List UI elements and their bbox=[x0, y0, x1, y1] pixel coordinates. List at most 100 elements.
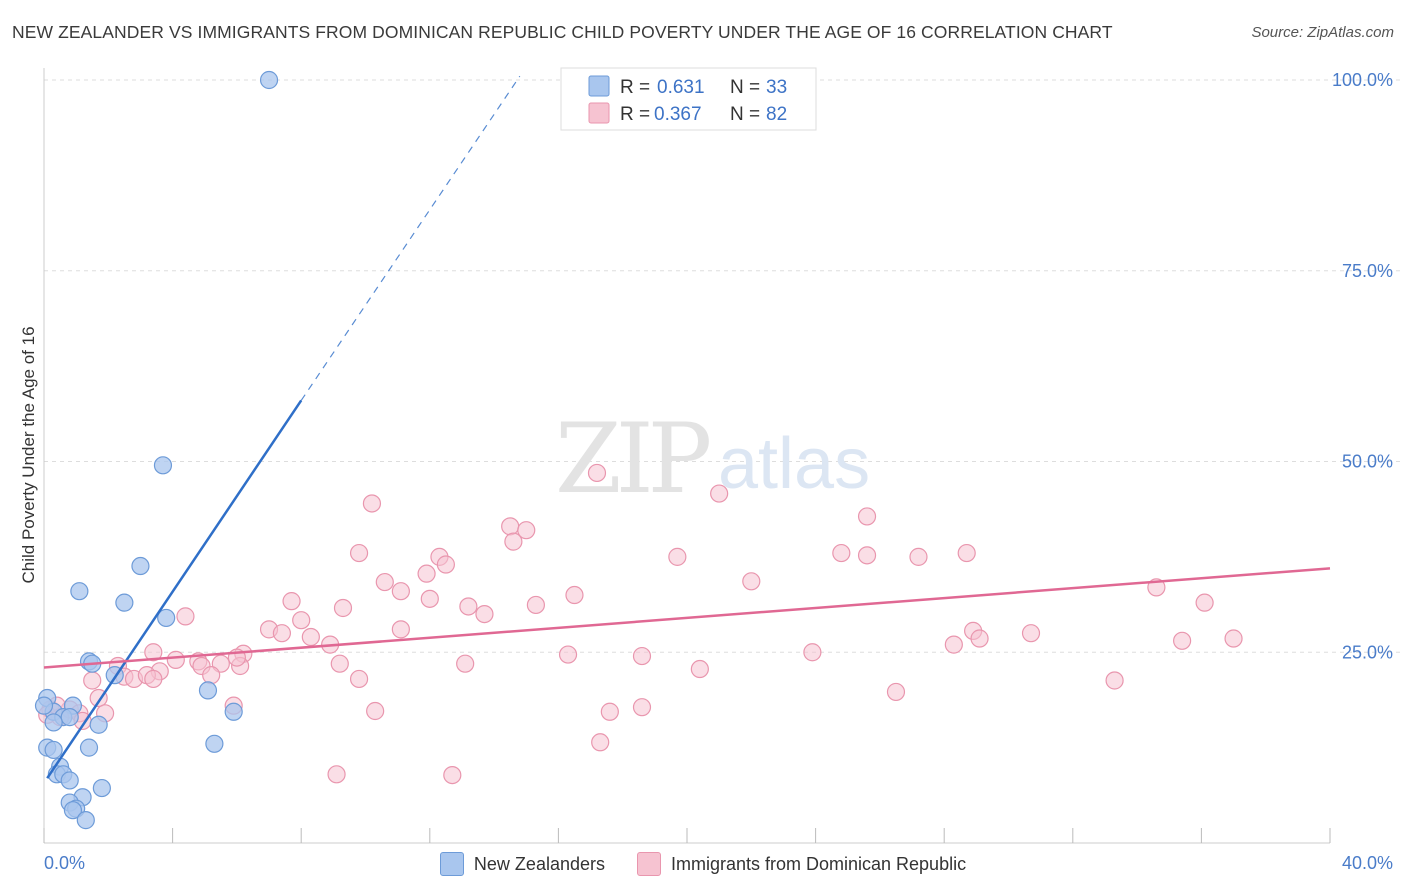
point-dominican-republic-74 bbox=[600, 702, 619, 721]
point-dominican-republic-56 bbox=[83, 671, 102, 690]
point-dominican-republic-3 bbox=[857, 507, 877, 526]
y-axis-label: Child Poverty Under the Age of 16 bbox=[19, 326, 38, 583]
watermark-zip: ZIP bbox=[555, 403, 710, 515]
point-dominican-republic-63 bbox=[349, 669, 369, 689]
point-dominican-republic-2 bbox=[362, 494, 382, 513]
point-dominican-republic-41 bbox=[144, 643, 163, 662]
point-dominican-republic-4 bbox=[501, 517, 520, 536]
watermark: ZIP atlas bbox=[555, 403, 870, 515]
point-dominican-republic-26 bbox=[176, 607, 195, 626]
point-new-zealanders-30 bbox=[63, 801, 83, 820]
x-tick-label-max: 40.0% bbox=[1342, 853, 1393, 873]
point-dominican-republic-52 bbox=[202, 666, 221, 685]
point-new-zealanders-2 bbox=[131, 556, 150, 576]
point-new-zealanders-20 bbox=[79, 738, 99, 757]
point-dominican-republic-11 bbox=[857, 546, 877, 565]
point-new-zealanders-1 bbox=[153, 456, 173, 475]
legend-swatch-dominican-republic bbox=[636, 852, 661, 876]
trend-line-new-zealanders bbox=[46, 399, 303, 779]
point-dominican-republic-64 bbox=[886, 682, 906, 702]
trend-line-new-zealanders-extension bbox=[300, 75, 521, 401]
legend-item-dominican-republic: Immigrants from Dominican Republic bbox=[636, 852, 967, 876]
point-dominican-republic-15 bbox=[417, 564, 436, 583]
source-credit: Source: ZipAtlas.com bbox=[1251, 24, 1394, 41]
point-dominican-republic-36 bbox=[1173, 631, 1192, 650]
correlation-legend: R = 0.631 N = 33 R = 0.367 N = 82 bbox=[560, 67, 817, 131]
point-new-zealanders-5 bbox=[157, 608, 176, 628]
legend-label-dominican-republic: Immigrants from Dominican Republic bbox=[670, 853, 967, 874]
point-new-zealanders-32 bbox=[34, 696, 54, 715]
legend-r-label-1: R = bbox=[620, 77, 650, 98]
series-new-zealanders bbox=[34, 70, 279, 830]
point-new-zealanders-3 bbox=[70, 582, 89, 601]
point-dominican-republic-65 bbox=[1105, 671, 1124, 690]
point-new-zealanders-0 bbox=[259, 70, 279, 90]
legend-swatch-new-zealanders bbox=[439, 852, 464, 876]
legend-n-value-2: 82 bbox=[766, 104, 787, 125]
y-tick-label-0: 25.0% bbox=[1342, 642, 1393, 662]
trend-lines bbox=[43, 75, 1331, 779]
legend-n-label-1: N = bbox=[730, 77, 760, 98]
legend-r-value-1: 0.631 bbox=[657, 77, 705, 98]
point-new-zealanders-16 bbox=[44, 713, 63, 732]
x-tick-label-min: 0.0% bbox=[44, 853, 85, 873]
point-dominican-republic-21 bbox=[282, 592, 301, 611]
point-dominican-republic-61 bbox=[690, 659, 709, 679]
point-new-zealanders-13 bbox=[224, 702, 243, 721]
point-dominican-republic-30 bbox=[272, 624, 292, 643]
trend-line-dominican-republic bbox=[43, 567, 1331, 669]
point-dominican-republic-75 bbox=[632, 698, 652, 717]
point-new-zealanders-21 bbox=[205, 734, 224, 753]
point-dominican-republic-57 bbox=[330, 654, 349, 673]
point-new-zealanders-15 bbox=[60, 708, 79, 727]
y-tick-label-2: 75.0% bbox=[1342, 261, 1393, 281]
legend-swatch-pink bbox=[588, 102, 610, 124]
point-dominican-republic-23 bbox=[459, 597, 478, 616]
point-dominican-republic-9 bbox=[668, 547, 687, 566]
point-dominican-republic-20 bbox=[565, 585, 584, 605]
series-legend: New Zealanders Immigrants from Dominican… bbox=[0, 852, 1406, 876]
point-dominican-republic-5 bbox=[517, 521, 536, 540]
point-dominican-republic-25 bbox=[526, 595, 545, 615]
watermark-atlas: atlas bbox=[718, 424, 870, 504]
point-dominican-republic-40 bbox=[944, 635, 963, 654]
point-dominican-republic-43 bbox=[166, 650, 185, 669]
point-dominican-republic-24 bbox=[475, 604, 494, 624]
point-dominican-republic-12 bbox=[909, 547, 928, 566]
legend-n-label-2: N = bbox=[730, 104, 760, 125]
point-new-zealanders-25 bbox=[60, 771, 79, 790]
point-new-zealanders-31 bbox=[76, 811, 95, 830]
chart-title: NEW ZEALANDER VS IMMIGRANTS FROM DOMINIC… bbox=[12, 22, 1113, 42]
point-dominican-republic-1 bbox=[710, 484, 729, 503]
point-dominican-republic-13 bbox=[957, 543, 976, 563]
point-dominican-republic-34 bbox=[1021, 624, 1041, 643]
y-tick-label-3: 100.0% bbox=[1332, 70, 1393, 90]
point-new-zealanders-4 bbox=[115, 593, 134, 612]
point-dominican-republic-22 bbox=[333, 598, 353, 618]
point-new-zealanders-19 bbox=[44, 740, 63, 760]
legend-r-value-2: 0.367 bbox=[654, 104, 702, 125]
point-dominican-republic-78 bbox=[443, 765, 462, 785]
legend-n-value-1: 33 bbox=[766, 77, 787, 98]
point-dominican-republic-33 bbox=[970, 629, 989, 648]
tick-labels: 25.0% 50.0% 75.0% 100.0% 0.0% 40.0% bbox=[44, 70, 1393, 873]
point-dominican-republic-27 bbox=[292, 611, 311, 630]
point-new-zealanders-26 bbox=[92, 778, 111, 798]
point-dominican-republic-31 bbox=[301, 627, 320, 647]
gridlines bbox=[44, 79, 1400, 653]
legend-r-label-2: R = bbox=[620, 104, 650, 125]
point-new-zealanders-17 bbox=[89, 715, 108, 734]
point-dominican-republic-55 bbox=[144, 669, 163, 689]
point-dominican-republic-73 bbox=[366, 701, 385, 721]
point-dominican-republic-10 bbox=[832, 543, 851, 563]
point-dominican-republic-60 bbox=[632, 646, 652, 666]
point-dominican-republic-62 bbox=[803, 643, 822, 662]
point-dominican-republic-19 bbox=[420, 589, 439, 608]
point-dominican-republic-14 bbox=[436, 555, 455, 574]
point-dominican-republic-29 bbox=[391, 620, 410, 639]
point-dominican-republic-0 bbox=[587, 463, 607, 483]
legend-label-new-zealanders: New Zealanders bbox=[473, 853, 605, 874]
point-dominican-republic-17 bbox=[742, 572, 761, 591]
point-dominican-republic-58 bbox=[456, 654, 475, 673]
